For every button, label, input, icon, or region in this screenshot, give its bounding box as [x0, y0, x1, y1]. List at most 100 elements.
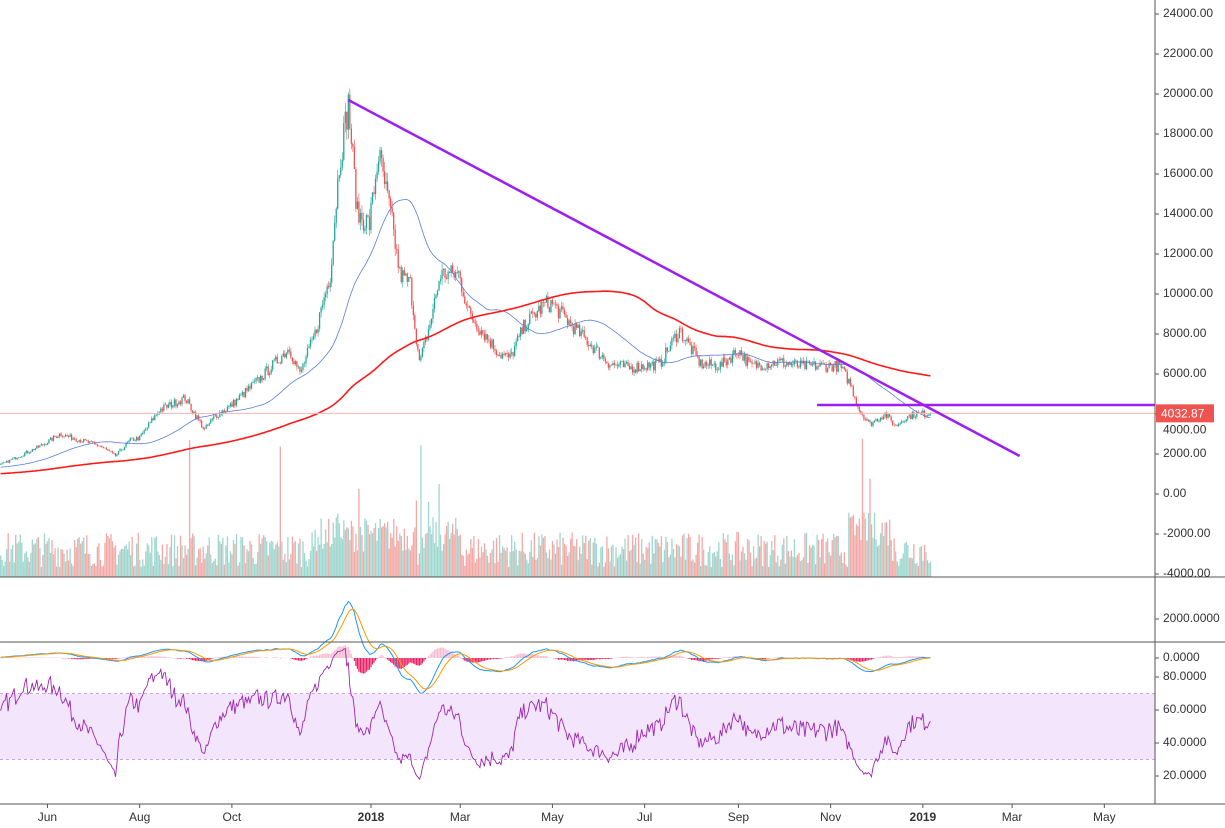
volume-bar — [819, 557, 821, 577]
volume-bar — [839, 555, 841, 577]
macd-histogram-bar — [432, 651, 434, 658]
candle-body — [393, 212, 395, 230]
macd-histogram-bar — [760, 658, 762, 659]
volume-bar — [27, 557, 29, 577]
macd-histogram-bar — [520, 653, 522, 658]
volume-bar — [690, 560, 693, 577]
volume-bar — [312, 546, 315, 577]
macd-histogram-bar — [347, 646, 349, 658]
candle-body — [805, 360, 808, 370]
volume-bar — [187, 548, 189, 577]
candle-body — [716, 369, 718, 371]
candle-body — [929, 413, 932, 415]
volume-bar — [698, 534, 700, 577]
volume-bar — [427, 501, 430, 577]
volume-bar — [544, 536, 546, 577]
volume-bar — [845, 564, 847, 577]
volume-bar — [476, 558, 478, 577]
macd-histogram-bar — [291, 658, 293, 659]
volume-bar — [855, 524, 858, 577]
candle-body — [281, 356, 283, 364]
volume-bar — [143, 565, 145, 577]
macd-histogram-bar — [566, 658, 569, 661]
volume-bar — [724, 539, 726, 577]
volume-bar — [728, 553, 731, 577]
macd-histogram-bar — [763, 658, 765, 659]
volume-bar — [507, 566, 510, 577]
volume-bar — [129, 555, 132, 577]
candle-body — [598, 347, 600, 359]
candle-body — [701, 359, 703, 369]
candle-body — [231, 403, 233, 407]
candle-body — [503, 353, 505, 355]
candle-body — [187, 399, 189, 403]
candle-body — [875, 419, 877, 421]
candle-body — [572, 326, 575, 335]
volume-bar — [712, 553, 714, 577]
macd-histogram-bar — [601, 658, 603, 659]
candle-body — [149, 422, 151, 424]
volume-bar — [852, 514, 855, 577]
candle-body — [414, 315, 416, 329]
macd-histogram-bar — [689, 658, 691, 660]
volume-bar — [54, 548, 56, 577]
volume-bar — [190, 538, 192, 577]
candle-body — [151, 418, 153, 423]
macd-histogram-bar — [452, 652, 454, 658]
main-pane — [0, 88, 932, 577]
volume-bar — [905, 541, 907, 577]
macd-histogram-bar — [488, 658, 490, 660]
macd-histogram-bar — [380, 654, 383, 658]
volume-bar — [151, 537, 153, 577]
macd-histogram-bar — [188, 658, 191, 660]
volume-bar — [89, 553, 91, 577]
candle-body — [34, 448, 36, 451]
volume-bar — [332, 522, 334, 577]
macd-histogram-bar — [631, 657, 634, 658]
macd-histogram-bar — [83, 658, 85, 659]
macd-histogram-bar — [86, 658, 88, 659]
macd-histogram-bar — [489, 658, 492, 660]
candle-body — [294, 361, 297, 365]
volume-bar — [796, 554, 799, 577]
candle-body — [926, 415, 929, 416]
volume-bar — [668, 557, 670, 577]
candle-body — [768, 363, 770, 368]
volume-bar — [674, 557, 676, 577]
candle-body — [181, 397, 183, 405]
volume-bar — [452, 523, 454, 577]
price-tick-label: 6000.00 — [1163, 366, 1207, 380]
volume-bar — [211, 563, 213, 577]
volume-bar — [881, 522, 883, 577]
candle-body — [816, 366, 818, 370]
candle-body — [784, 365, 786, 367]
macd-histogram-bar — [314, 655, 316, 658]
volume-bar — [504, 550, 507, 577]
volume-bar — [315, 550, 318, 577]
macd-histogram-bar — [642, 657, 644, 658]
candle-body — [745, 353, 747, 366]
macd-histogram-bar — [176, 658, 179, 659]
candle-body — [51, 437, 53, 441]
volume-bar — [161, 544, 164, 577]
candle-body — [869, 420, 871, 422]
volume-bar — [465, 549, 467, 577]
candle-body — [350, 128, 352, 144]
macd-histogram-bar — [114, 658, 117, 659]
volume-bar — [799, 561, 802, 577]
volume-bar — [896, 561, 898, 577]
macd-histogram-bar — [604, 658, 606, 659]
candle-body — [814, 361, 817, 370]
macd-histogram-bar — [198, 658, 200, 661]
macd-histogram-bar — [439, 647, 442, 658]
volume-bar — [359, 526, 362, 577]
macd-histogram-bar — [597, 658, 599, 659]
volume-bar — [538, 536, 540, 577]
volume-bar — [805, 532, 808, 577]
volume-bar — [707, 551, 709, 577]
candle-body — [113, 452, 115, 454]
candle-body — [403, 270, 405, 276]
volume-bar — [450, 532, 452, 577]
volume-bar — [213, 560, 215, 577]
